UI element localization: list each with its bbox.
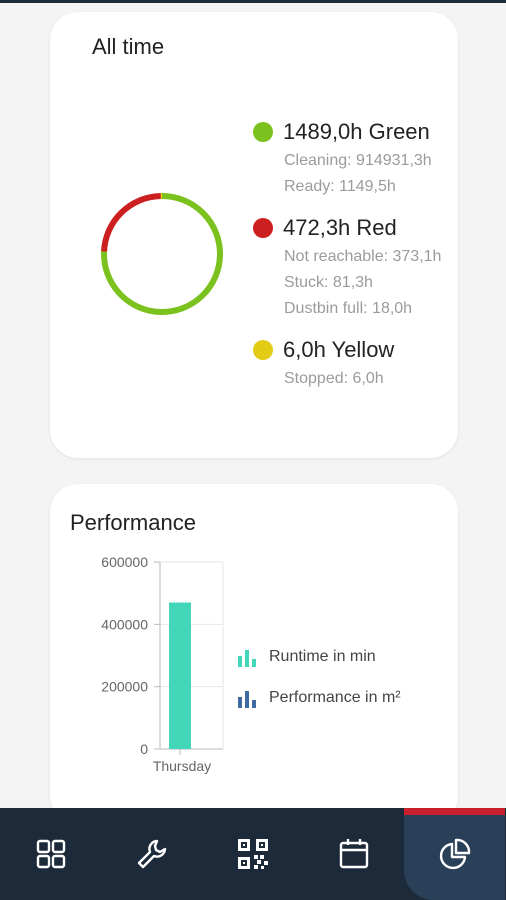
legend-yellow-detail: Stopped: 6,0h (284, 370, 384, 387)
performance-title: Performance (70, 510, 196, 535)
nav-qr-code[interactable] (202, 808, 303, 900)
nav-statistics[interactable] (404, 808, 505, 900)
status-legend: 1489,0h Green Cleaning: 914931,3h Ready:… (253, 116, 458, 404)
donut-slice-green (101, 193, 223, 315)
status-donut-chart (101, 192, 223, 315)
legend-red: 472,3h Red Not reachable: 373,1h Stuck: … (253, 212, 458, 322)
nav-maintenance[interactable] (101, 808, 202, 900)
bar-runtime (169, 602, 191, 749)
x-tick-label: Thursday (153, 758, 211, 774)
nav-dashboard[interactable] (0, 808, 101, 900)
legend-runtime-label: Runtime in min (269, 647, 376, 665)
legend-performance: Performance in m² (237, 677, 401, 718)
all-time-title: All time (92, 34, 165, 59)
legend-green: 1489,0h Green Cleaning: 914931,3h Ready:… (253, 116, 458, 200)
performance-legend: Runtime in min Performance in m² (237, 636, 401, 718)
calendar-icon (339, 839, 368, 869)
performance-card: Performance 600000 400000 200000 0 Thursday … (50, 484, 458, 824)
legend-red-detail: Stuck: 81,3h (284, 274, 373, 291)
legend-red-label: 472,3h Red (283, 215, 397, 240)
status-bar-edge (0, 0, 506, 3)
legend-green-detail: Ready: 1149,5h (284, 178, 396, 195)
legend-yellow-label: 6,0h Yellow (283, 337, 395, 362)
y-tick-label: 400000 (101, 616, 148, 632)
bar-chart-icon (238, 649, 256, 667)
dashboard-icon (36, 839, 65, 869)
y-tick-label: 0 (140, 741, 148, 757)
donut-slice-red (101, 193, 162, 252)
pie-chart-icon (439, 838, 470, 870)
wrench-icon (137, 839, 166, 869)
qr-code-icon (237, 839, 268, 869)
bar-chart-icon (238, 690, 256, 708)
green-dot-icon (253, 122, 273, 142)
legend-yellow: 6,0h Yellow Stopped: 6,0h (253, 334, 458, 392)
bottom-navigation (0, 808, 506, 900)
performance-bar-chart: 600000 400000 200000 0 Thursday (101, 554, 224, 774)
all-time-card: All time 1489,0h Green Cleaning: 914931,… (50, 12, 458, 458)
yellow-dot-icon (253, 340, 273, 360)
legend-green-detail: Cleaning: 914931,3h (284, 152, 432, 169)
legend-runtime: Runtime in min (237, 636, 401, 677)
nav-calendar[interactable] (303, 808, 404, 900)
legend-green-label: 1489,0h Green (283, 119, 430, 144)
y-tick-label: 600000 (101, 554, 148, 570)
legend-red-detail: Not reachable: 373,1h (284, 248, 442, 265)
red-dot-icon (253, 218, 273, 238)
legend-performance-label: Performance in m² (269, 688, 401, 706)
y-tick-label: 200000 (101, 679, 148, 695)
legend-red-detail: Dustbin full: 18,0h (284, 300, 413, 317)
